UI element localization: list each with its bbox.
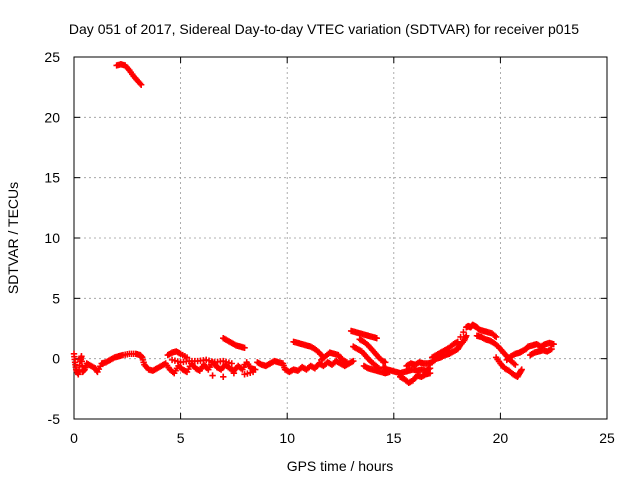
data-point — [550, 340, 557, 348]
chart-title: Day 051 of 2017, Sidereal Day-to-day VTE… — [69, 21, 579, 37]
x-axis-label: GPS time / hours — [287, 458, 394, 474]
data-point — [460, 328, 467, 336]
data-point — [426, 369, 434, 377]
x-tick-label: 20 — [493, 430, 509, 446]
y-tick-label: 20 — [44, 109, 60, 125]
data-point — [136, 80, 144, 87]
x-tick-label: 0 — [70, 430, 78, 446]
data-point — [463, 332, 470, 339]
y-tick-label: 0 — [52, 351, 60, 367]
data-point — [241, 344, 248, 352]
data-point — [454, 338, 461, 345]
data-point — [228, 360, 235, 367]
y-tick-label: 5 — [52, 290, 60, 306]
x-tick-label: 10 — [279, 430, 295, 446]
data-point — [230, 369, 238, 377]
data-point — [492, 333, 500, 341]
x-tick-label: 25 — [599, 430, 615, 446]
data-point — [373, 334, 380, 342]
x-tick-label: 5 — [177, 430, 185, 446]
data-point — [241, 361, 248, 368]
data-series — [70, 61, 557, 386]
data-point — [518, 366, 525, 373]
data-point — [220, 373, 227, 380]
y-tick-label: 15 — [44, 170, 60, 186]
data-point — [548, 345, 555, 353]
x-tick-label: 15 — [386, 430, 402, 446]
y-axis-label: SDTVAR / TECUs — [5, 182, 21, 294]
data-point — [343, 359, 351, 366]
data-point — [512, 361, 519, 368]
data-point — [350, 357, 357, 365]
data-point — [137, 81, 145, 88]
y-tick-label: 10 — [44, 230, 60, 246]
data-point — [382, 359, 389, 366]
y-tick-label: -5 — [48, 411, 61, 427]
data-point — [457, 333, 464, 341]
y-tick-label: 25 — [44, 49, 60, 65]
axis-ticks: 0 5 10 15 20 25 -5 0 5 10 15 20 25 — [44, 49, 615, 446]
data-point — [249, 368, 257, 376]
data-point — [209, 372, 216, 379]
data-point — [183, 354, 191, 361]
